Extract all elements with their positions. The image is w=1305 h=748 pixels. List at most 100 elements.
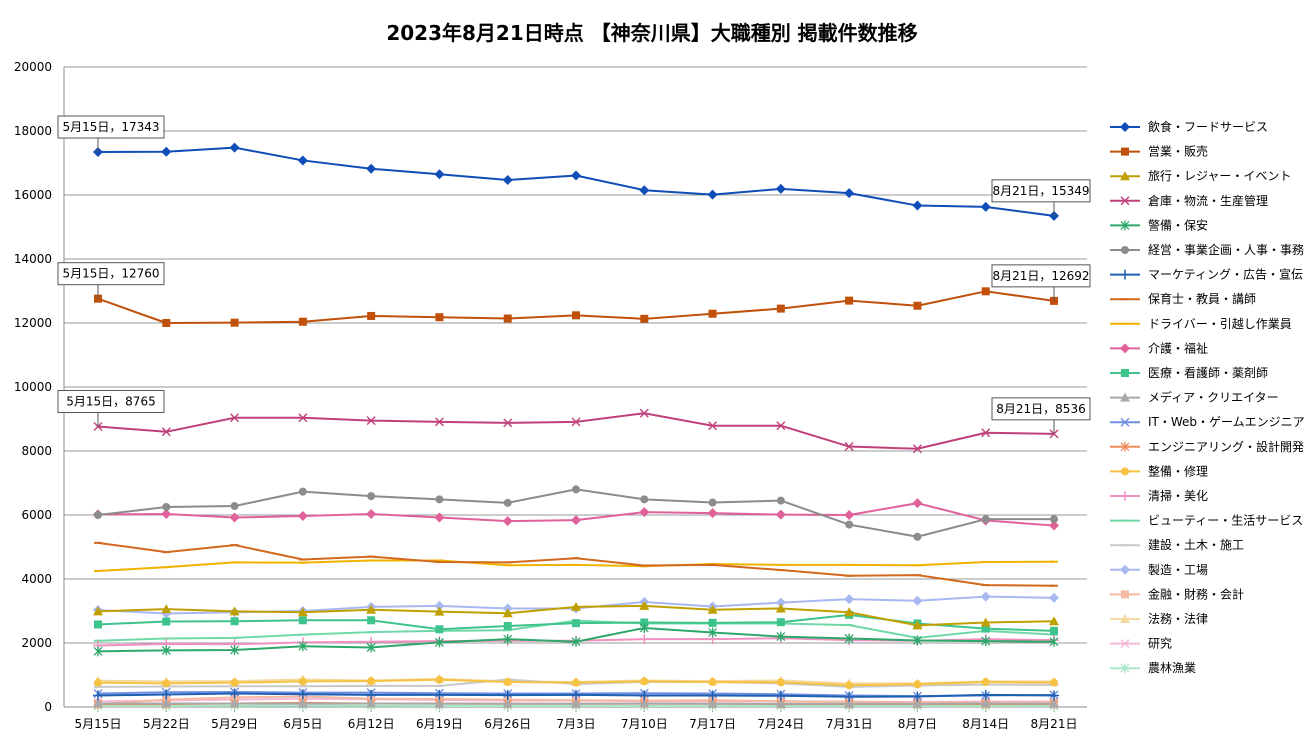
data-point xyxy=(298,616,307,625)
data-point xyxy=(434,169,445,180)
y-tick-label: 6000 xyxy=(21,508,52,522)
data-point xyxy=(161,604,172,614)
data-callout: 5月15日，8765 xyxy=(57,390,165,427)
data-point xyxy=(162,503,171,511)
data-point xyxy=(707,189,718,200)
data-point xyxy=(844,691,855,702)
callouts: 5月15日，17343 8月21日，15349 5月15日，12760 8月21日，1… xyxy=(57,115,1091,434)
data-point xyxy=(913,532,922,541)
data-point xyxy=(912,498,923,509)
y-tick-label: 16000 xyxy=(14,188,52,202)
data-point xyxy=(981,636,991,647)
legend-marker xyxy=(1120,171,1130,181)
legend-marker xyxy=(1120,196,1130,206)
data-point xyxy=(980,698,991,708)
data-point xyxy=(707,690,718,701)
data-point xyxy=(572,311,580,320)
data-point xyxy=(913,301,922,310)
legend-label: 営業・販売 xyxy=(1148,144,1208,159)
data-point xyxy=(981,678,990,687)
data-point xyxy=(229,512,240,523)
data-point xyxy=(298,317,307,326)
callout-box xyxy=(57,262,165,286)
data-point xyxy=(776,618,785,627)
data-point xyxy=(435,495,444,504)
data-point xyxy=(776,421,786,431)
data-point xyxy=(230,502,239,511)
data-point xyxy=(298,413,308,423)
data-point xyxy=(708,618,717,627)
data-point xyxy=(571,515,581,526)
data-point xyxy=(367,616,376,625)
data-point xyxy=(775,603,786,613)
data-point xyxy=(435,313,444,322)
data-point xyxy=(229,606,240,616)
data-point xyxy=(912,635,922,646)
legend-label: 農林漁業 xyxy=(1148,661,1196,675)
data-point xyxy=(708,421,718,431)
data-point xyxy=(639,622,649,633)
data-point xyxy=(229,698,240,708)
legend-item: 旅行・レジャー・イベント xyxy=(1110,169,1291,183)
data-point xyxy=(571,417,581,427)
data-point xyxy=(503,634,513,645)
data-point xyxy=(844,510,855,520)
data-point xyxy=(707,508,718,519)
data-point xyxy=(775,698,786,708)
data-point xyxy=(366,642,376,653)
y-tick-label: 14000 xyxy=(14,252,52,266)
legend-item: 農林漁業 xyxy=(1110,661,1196,675)
data-point xyxy=(502,698,513,708)
legend-item: 飲食・フードサービス xyxy=(1110,119,1268,134)
data-point xyxy=(229,688,240,699)
data-point xyxy=(571,636,581,647)
callout-box xyxy=(57,390,165,414)
data-point xyxy=(639,185,650,196)
data-point xyxy=(845,520,854,529)
data-point xyxy=(776,631,786,642)
x-tick-label: 5月22日 xyxy=(143,717,190,731)
series-line xyxy=(97,488,1054,538)
data-point xyxy=(776,678,785,687)
data-point xyxy=(776,304,785,313)
legend-item: 研究 xyxy=(1110,636,1172,651)
data-point xyxy=(981,515,990,524)
data-point xyxy=(94,620,102,629)
data-point xyxy=(434,417,444,427)
data-point xyxy=(639,600,650,610)
series-2 xyxy=(94,287,1058,327)
data-point xyxy=(503,678,512,687)
data-point xyxy=(93,690,103,701)
x-tick-label: 5月29日 xyxy=(211,717,258,731)
legend-marker xyxy=(1120,491,1130,501)
legend-label: 研究 xyxy=(1148,636,1172,651)
data-point xyxy=(162,617,171,626)
legend-label: 整備・修理 xyxy=(1148,463,1208,478)
data-point xyxy=(297,510,308,521)
legend-item: 経営・事業企画・人事・事務 xyxy=(1110,242,1304,257)
legend-label: 旅行・レジャー・イベント xyxy=(1148,169,1291,183)
y-tick-label: 0 xyxy=(44,700,52,714)
legend-item: IT・Web・ゲームエンジニア xyxy=(1110,415,1305,429)
legend: 飲食・フードサービス営業・販売旅行・レジャー・イベント倉庫・物流・生産管理警備・… xyxy=(1110,119,1305,675)
data-point xyxy=(1050,678,1058,687)
series-6 xyxy=(94,485,1058,541)
data-point xyxy=(912,691,923,702)
data-point xyxy=(845,296,854,305)
x-tick-label: 6月19日 xyxy=(416,717,463,731)
data-point xyxy=(434,600,445,611)
y-tick-label: 10000 xyxy=(14,380,52,394)
data-point xyxy=(708,309,717,318)
data-point xyxy=(1049,636,1059,647)
legend-item: メディア・クリエイター xyxy=(1110,390,1279,405)
data-point xyxy=(230,645,240,656)
legend-marker xyxy=(1120,564,1130,575)
callout-label: 8月21日，12692 xyxy=(992,269,1089,283)
data-point xyxy=(298,677,307,686)
data-point xyxy=(980,689,991,700)
legend-marker xyxy=(1120,614,1130,623)
x-tick-label: 7月3日 xyxy=(556,717,595,731)
data-point xyxy=(94,511,102,519)
data-point xyxy=(502,516,513,527)
legend-label: 警備・保安 xyxy=(1148,217,1208,232)
